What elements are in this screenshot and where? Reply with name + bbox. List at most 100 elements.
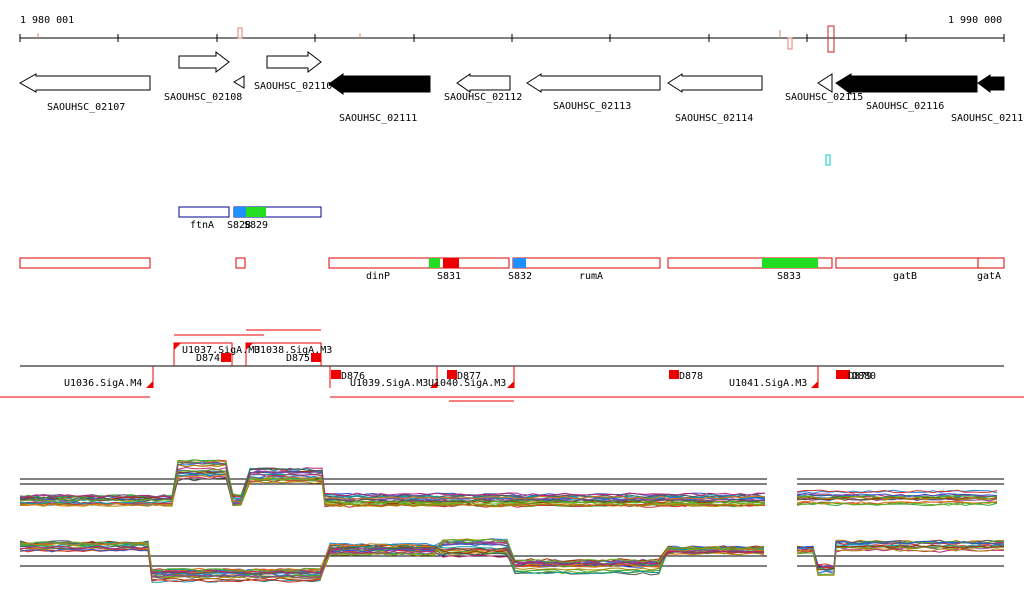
coordinate-ruler: 1 980 001 1 990 000 — [19, 15, 1005, 53]
gene-saouhsc-02108[interactable]: SAOUHSC_02108 — [164, 50, 245, 103]
hit-red[interactable] — [443, 258, 459, 268]
gene-arrow-small[interactable] — [233, 75, 245, 89]
tss-flag[interactable] — [246, 343, 253, 350]
feature-box[interactable] — [178, 206, 230, 218]
profile-line — [796, 539, 1005, 569]
gene-arrow[interactable] — [835, 73, 978, 95]
profile-line — [19, 469, 766, 506]
gene-arrow[interactable] — [18, 73, 151, 93]
tss-box[interactable] — [221, 353, 231, 362]
gene-label: SAOUHSC_02116 — [866, 101, 944, 112]
ruler-markers — [37, 25, 835, 53]
gene-saouhsc-02116[interactable]: SAOUHSC_02116 — [835, 73, 978, 112]
feature-box[interactable] — [512, 257, 661, 269]
feature-box[interactable] — [19, 257, 151, 269]
expression-panel-bottom — [19, 538, 1005, 583]
feature-label: S831 — [437, 271, 461, 282]
feature-box[interactable] — [835, 257, 979, 269]
gene-saouhsc-02117[interactable]: SAOUHSC_02117 — [951, 74, 1024, 124]
ruler-start-label: 1 980 001 — [20, 15, 74, 26]
tss-label: U1037.SigA.M3 — [182, 345, 260, 356]
gene-arrow[interactable] — [328, 73, 431, 95]
hit-blue[interactable] — [513, 258, 526, 268]
gene-track: SAOUHSC_02107 SAOUHSC_02108 SAOUHSC_0211… — [18, 50, 1024, 124]
gene-arrow[interactable] — [266, 50, 322, 74]
profile-line — [19, 467, 766, 506]
gene-saouhsc-02107[interactable]: SAOUHSC_02107 — [18, 73, 151, 113]
feature-label: rumA — [579, 271, 603, 282]
gene-label: SAOUHSC_02112 — [444, 92, 522, 103]
profile-lines — [19, 538, 1005, 583]
gene-label: SAOUHSC_02110 — [254, 81, 332, 92]
profile-line — [796, 495, 998, 500]
tss-track: U1036.SigA.M4 U1037.SigA.M3 U1038.SigA.M… — [0, 329, 1024, 402]
tss-flag[interactable] — [174, 343, 181, 350]
gene-saouhsc-02110[interactable]: SAOUHSC_02110 — [254, 50, 332, 92]
tss-label: U1039.SigA.M3 — [350, 378, 428, 389]
gene-arrow[interactable] — [456, 73, 511, 93]
feature-label: gatA — [977, 271, 1001, 282]
tss-label: D874 — [196, 353, 220, 364]
feature-label: S828 — [227, 220, 251, 231]
gene-saouhsc-02111[interactable]: SAOUHSC_02111 — [328, 73, 431, 124]
tss-flag[interactable] — [811, 381, 818, 388]
tss-label: U1041.SigA.M3 — [729, 378, 807, 389]
feature-label: ftnA — [190, 220, 214, 231]
feature-box[interactable] — [328, 257, 510, 269]
hit-blue[interactable] — [234, 207, 246, 217]
expression-panel-top — [19, 459, 1004, 508]
gene-saouhsc-02115[interactable]: SAOUHSC_02115 — [785, 73, 863, 103]
ruler-ticks — [19, 34, 1005, 42]
gene-label: SAOUHSC_02111 — [339, 113, 417, 124]
cyan-marker — [825, 154, 831, 166]
profile-line — [796, 492, 998, 497]
tss-label: D878 — [679, 371, 703, 382]
gene-arrow[interactable] — [977, 74, 1005, 93]
tss-flag[interactable] — [146, 381, 153, 388]
gene-saouhsc-02113[interactable]: SAOUHSC_02113 — [526, 73, 661, 112]
profile-line — [796, 489, 998, 494]
gene-label: SAOUHSC_02115 — [785, 92, 863, 103]
profile-line — [19, 467, 766, 505]
feature-label: dinP — [366, 271, 390, 282]
hit-green[interactable] — [762, 258, 818, 268]
tss-box[interactable] — [836, 370, 850, 379]
profile-line — [796, 540, 1004, 569]
feature-label: S829 — [244, 220, 268, 231]
profile-line — [796, 548, 1005, 576]
profile-line — [796, 494, 998, 499]
gene-arrow[interactable] — [817, 73, 833, 93]
feature-box[interactable] — [235, 257, 246, 269]
profile-line — [796, 489, 998, 494]
profile-lines — [19, 459, 998, 508]
gene-arrow[interactable] — [178, 50, 230, 74]
tss-label: D880 — [852, 371, 876, 382]
profile-line — [19, 466, 766, 506]
feature-box[interactable] — [667, 257, 833, 269]
gene-arrow[interactable] — [667, 73, 763, 93]
profile-line — [796, 502, 998, 507]
profile-line — [19, 463, 766, 508]
gene-label: SAOUHSC_02107 — [47, 102, 125, 113]
hit-green[interactable] — [429, 258, 440, 268]
gene-label: SAOUHSC_02113 — [553, 101, 631, 112]
hit-green[interactable] — [246, 207, 266, 217]
tss-label: D877 — [457, 371, 481, 382]
feature-box[interactable] — [977, 257, 1005, 269]
feature-label: S832 — [508, 271, 532, 282]
tss-box[interactable] — [311, 353, 321, 362]
feature-label: S833 — [777, 271, 801, 282]
tss-box[interactable] — [447, 370, 457, 379]
gene-saouhsc-02112[interactable]: SAOUHSC_02112 — [444, 73, 522, 103]
gene-saouhsc-02114[interactable]: SAOUHSC_02114 — [667, 73, 763, 124]
lower-feature-track: dinP S831 S832 rumA S833 gatB gatA — [19, 257, 1005, 282]
tss-box[interactable] — [669, 370, 679, 379]
gene-arrow[interactable] — [526, 73, 661, 93]
tss-flag[interactable] — [507, 381, 514, 388]
tss-label: D879 — [848, 371, 872, 382]
tss-flag[interactable] — [430, 381, 437, 388]
tss-label: U1038.SigA.M3 — [254, 345, 332, 356]
tss-label: U1040.SigA.M3 — [428, 378, 506, 389]
tss-box[interactable] — [331, 370, 341, 379]
